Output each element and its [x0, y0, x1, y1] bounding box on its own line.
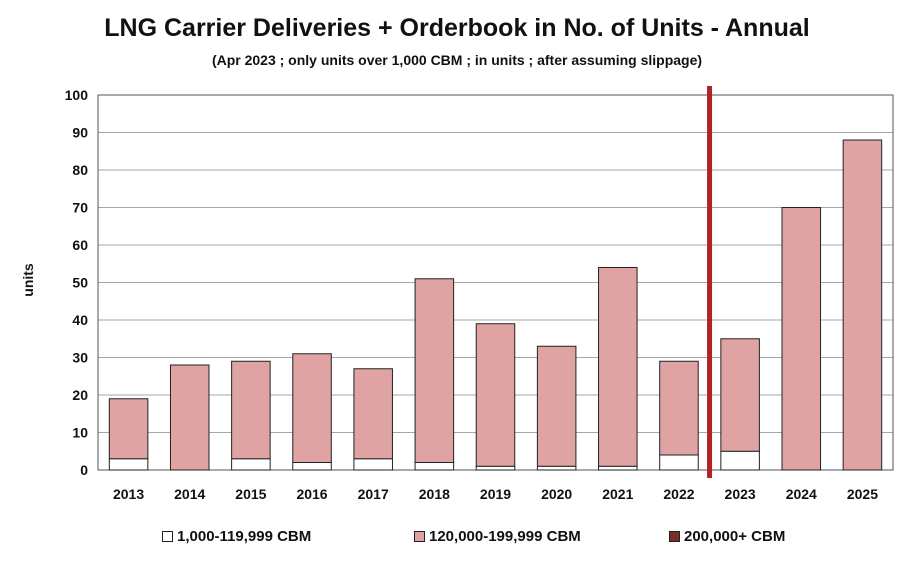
bar-segment	[414, 462, 455, 471]
bar-segment	[781, 207, 822, 471]
y-tick-label: 100	[65, 87, 89, 103]
legend-label: 200,000+ CBM	[684, 528, 786, 545]
bar-segment	[353, 458, 393, 471]
bar-segment	[353, 368, 393, 460]
y-tick-label: 20	[72, 387, 88, 403]
y-tick-label: 50	[72, 275, 88, 291]
legend-item: 200,000+ CBM	[669, 528, 785, 545]
y-tick-label: 10	[72, 425, 88, 441]
bar-segment	[231, 360, 271, 460]
x-tick-label: 2016	[296, 486, 327, 502]
y-tick-label: 30	[72, 350, 88, 366]
legend-label: 120,000-199,999 CBM	[429, 528, 581, 545]
legend-item: 1,000-119,999 CBM	[162, 528, 311, 545]
bar-segment	[292, 462, 332, 471]
y-tick-label: 90	[72, 125, 88, 141]
legend-label: 1,000-119,999 CBM	[177, 528, 312, 545]
legend-swatch	[669, 531, 680, 542]
bar-segment	[292, 353, 332, 463]
y-tick-label: 70	[72, 200, 88, 216]
bar-segment	[475, 465, 516, 471]
x-tick-label: 2018	[419, 486, 450, 502]
legend: 1,000-119,999 CBM 120,000-199,999 CBM 200,…	[0, 528, 914, 552]
x-tick-label: 2015	[235, 486, 266, 502]
x-tick-label: 2021	[602, 486, 633, 502]
legend-item: 120,000-199,999 CBM	[414, 528, 581, 545]
bar-segment	[720, 338, 760, 452]
bar-segment	[536, 465, 577, 471]
x-tick-label: 2013	[113, 486, 144, 502]
x-tick-label: 2014	[174, 486, 205, 502]
bar-segment	[536, 345, 577, 467]
chart-title: LNG Carrier Deliveries + Orderbook in No…	[104, 14, 810, 42]
x-tick-label: 2019	[480, 486, 511, 502]
bar-segment	[231, 458, 271, 471]
bar-segment	[108, 398, 149, 460]
bar-segment	[108, 458, 149, 471]
bar-segment	[598, 267, 638, 467]
y-tick-label: 60	[72, 237, 88, 253]
bar-segment	[598, 465, 638, 471]
x-tick-label: 2017	[358, 486, 389, 502]
bar-segment	[659, 360, 699, 456]
x-tick-label: 2023	[725, 486, 756, 502]
x-tick-label: 2022	[663, 486, 694, 502]
bar-segment	[720, 450, 760, 471]
x-tick-label: 2024	[786, 486, 817, 502]
bar-segment	[659, 454, 699, 471]
x-tick-label: 2020	[541, 486, 572, 502]
y-tick-label: 0	[80, 462, 88, 478]
x-tick-label: 2025	[847, 486, 878, 502]
bar-segment	[169, 364, 210, 471]
bar-segment	[842, 139, 883, 471]
bar-segment	[475, 323, 516, 467]
chart-subtitle: (Apr 2023 ; only units over 1,000 CBM ; …	[211, 52, 703, 68]
legend-swatch	[162, 531, 173, 542]
legend-swatch	[414, 531, 425, 542]
y-tick-label: 80	[72, 162, 88, 178]
y-tick-label: 40	[72, 312, 88, 328]
bar-segment	[414, 278, 455, 463]
